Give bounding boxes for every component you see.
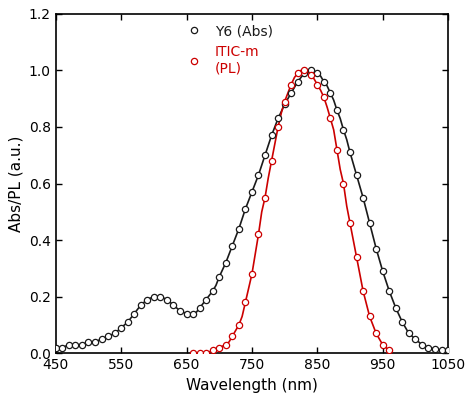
ITIC-m
(PL)	[210, 348, 216, 353]
ITIC-m
(PL)	[360, 289, 366, 294]
Y6 (Abs)	[190, 311, 196, 316]
Line: ITIC-m
(PL): ITIC-m (PL)	[190, 67, 392, 356]
ITIC-m
(PL)	[282, 99, 287, 104]
ITIC-m
(PL)	[190, 351, 196, 356]
Y6 (Abs)	[288, 91, 294, 95]
ITIC-m
(PL)	[223, 342, 228, 347]
ITIC-m
(PL)	[217, 345, 222, 350]
ITIC-m
(PL)	[334, 147, 340, 152]
ITIC-m
(PL)	[236, 322, 242, 327]
ITIC-m
(PL)	[347, 221, 353, 225]
ITIC-m
(PL)	[321, 95, 327, 100]
ITIC-m
(PL)	[314, 82, 320, 87]
Y-axis label: Abs/PL (a.u.): Abs/PL (a.u.)	[9, 136, 23, 232]
ITIC-m
(PL)	[354, 255, 359, 259]
ITIC-m
(PL)	[328, 116, 333, 121]
ITIC-m
(PL)	[197, 351, 202, 356]
Legend: Y6 (Abs), ITIC-m
(PL): Y6 (Abs), ITIC-m (PL)	[181, 24, 273, 75]
ITIC-m
(PL)	[262, 195, 268, 200]
ITIC-m
(PL)	[255, 232, 261, 237]
Y6 (Abs)	[308, 68, 314, 73]
Y6 (Abs)	[131, 311, 137, 316]
ITIC-m
(PL)	[301, 68, 307, 73]
ITIC-m
(PL)	[374, 331, 379, 336]
ITIC-m
(PL)	[367, 314, 373, 319]
ITIC-m
(PL)	[308, 72, 314, 77]
ITIC-m
(PL)	[386, 348, 392, 353]
ITIC-m
(PL)	[288, 82, 294, 87]
Y6 (Abs)	[145, 297, 150, 302]
Line: Y6 (Abs): Y6 (Abs)	[53, 67, 451, 354]
Y6 (Abs)	[439, 348, 445, 353]
Y6 (Abs)	[53, 345, 59, 350]
Y6 (Abs)	[445, 348, 451, 353]
Y6 (Abs)	[400, 320, 405, 324]
ITIC-m
(PL)	[380, 342, 385, 347]
ITIC-m
(PL)	[295, 71, 301, 76]
ITIC-m
(PL)	[275, 125, 281, 130]
ITIC-m
(PL)	[249, 271, 255, 276]
ITIC-m
(PL)	[229, 334, 235, 339]
ITIC-m
(PL)	[203, 351, 209, 356]
ITIC-m
(PL)	[341, 181, 346, 186]
ITIC-m
(PL)	[269, 158, 274, 163]
X-axis label: Wavelength (nm): Wavelength (nm)	[186, 378, 318, 393]
ITIC-m
(PL)	[243, 300, 248, 305]
Y6 (Abs)	[262, 153, 268, 158]
